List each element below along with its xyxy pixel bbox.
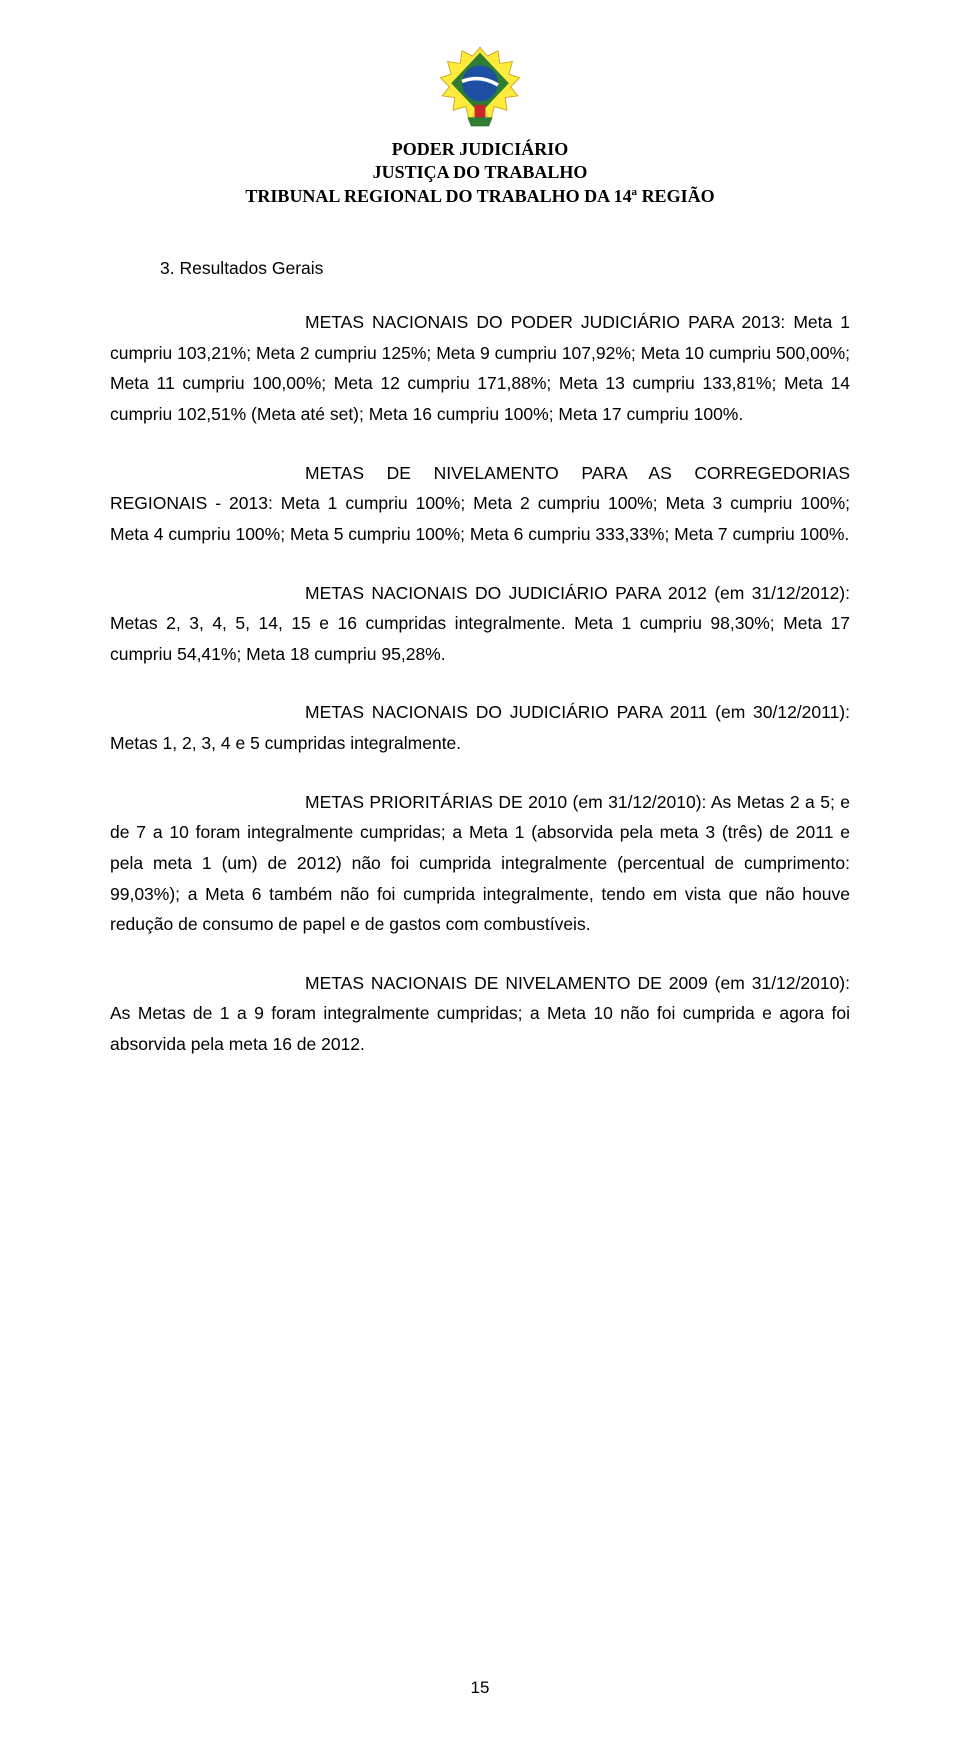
header-line-1: PODER JUDICIÁRIO bbox=[110, 138, 850, 161]
header-line-2: JUSTIÇA DO TRABALHO bbox=[110, 161, 850, 184]
paragraph-3: METAS NACIONAIS DO JUDICIÁRIO PARA 2012 … bbox=[110, 578, 850, 670]
paragraph-6: METAS NACIONAIS DE NIVELAMENTO DE 2009 (… bbox=[110, 968, 850, 1060]
section-title: 3. Resultados Gerais bbox=[110, 258, 850, 279]
document-header: PODER JUDICIÁRIO JUSTIÇA DO TRABALHO TRI… bbox=[110, 40, 850, 208]
paragraph-1: METAS NACIONAIS DO PODER JUDICIÁRIO PARA… bbox=[110, 307, 850, 430]
page-number: 15 bbox=[0, 1678, 960, 1698]
national-emblem-icon bbox=[435, 40, 525, 130]
paragraph-4: METAS NACIONAIS DO JUDICIÁRIO PARA 2011 … bbox=[110, 697, 850, 758]
header-line-3: TRIBUNAL REGIONAL DO TRABALHO DA 14ª REG… bbox=[110, 185, 850, 208]
paragraph-2: METAS DE NIVELAMENTO PARA AS CORREGEDORI… bbox=[110, 458, 850, 550]
paragraph-5: METAS PRIORITÁRIAS DE 2010 (em 31/12/201… bbox=[110, 787, 850, 940]
